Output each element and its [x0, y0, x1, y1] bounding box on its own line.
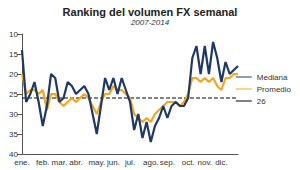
svg-text:nov.: nov. [198, 158, 213, 167]
svg-text:Mediana: Mediana [257, 73, 288, 82]
svg-text:dic.: dic. [215, 158, 227, 167]
svg-text:mar.: mar. [52, 158, 68, 167]
svg-text:sep.: sep. [160, 158, 175, 167]
svg-text:ene.: ene. [14, 158, 30, 167]
svg-text:may.: may. [88, 158, 105, 167]
svg-text:oct.: oct. [182, 158, 195, 167]
svg-text:ago.: ago. [143, 158, 159, 167]
svg-text:40: 40 [9, 149, 18, 159]
svg-text:jun.: jun. [106, 158, 120, 167]
svg-text:35: 35 [9, 130, 18, 139]
svg-text:Ranking del volumen FX semanal: Ranking del volumen FX semanal [63, 6, 238, 18]
svg-text:jul.: jul. [124, 158, 135, 167]
svg-text:2007-2014: 2007-2014 [130, 18, 170, 27]
svg-text:30: 30 [9, 110, 18, 119]
svg-text:26: 26 [257, 97, 266, 106]
svg-text:10: 10 [9, 30, 18, 39]
svg-text:Promedio: Promedio [257, 85, 292, 94]
svg-text:feb.: feb. [36, 158, 49, 167]
svg-text:20: 20 [9, 70, 18, 79]
svg-text:abr.: abr. [69, 158, 82, 167]
svg-text:15: 15 [9, 50, 18, 59]
svg-text:25: 25 [9, 90, 18, 99]
